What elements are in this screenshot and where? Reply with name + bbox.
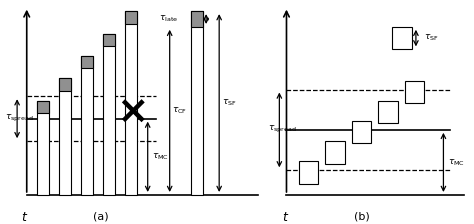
Text: $\tau_{\rm spread}$: $\tau_{\rm spread}$ bbox=[5, 113, 33, 124]
Bar bbox=[352, 121, 371, 143]
Bar bbox=[37, 101, 49, 113]
Text: $\mathbf{\times}$: $\mathbf{\times}$ bbox=[116, 93, 146, 131]
Bar bbox=[103, 34, 115, 195]
Bar bbox=[81, 56, 93, 195]
Text: t: t bbox=[21, 211, 27, 224]
Bar bbox=[299, 161, 318, 184]
Text: $\tau_{\rm SF}$: $\tau_{\rm SF}$ bbox=[222, 98, 237, 108]
Bar bbox=[37, 101, 49, 195]
Text: (a): (a) bbox=[93, 212, 109, 222]
Text: $\tau_{\rm SF}$: $\tau_{\rm SF}$ bbox=[424, 33, 439, 43]
Bar bbox=[392, 27, 412, 49]
Bar bbox=[59, 78, 72, 195]
Bar bbox=[405, 81, 424, 103]
Text: $\tau_{\rm CF}$: $\tau_{\rm CF}$ bbox=[173, 106, 188, 116]
Bar bbox=[378, 101, 398, 123]
Bar bbox=[325, 141, 345, 164]
Text: $\tau_{\rm spread}$: $\tau_{\rm spread}$ bbox=[268, 124, 297, 136]
Text: $\tau_{\rm MC}$: $\tau_{\rm MC}$ bbox=[447, 157, 465, 168]
Bar bbox=[125, 11, 137, 195]
Bar bbox=[191, 11, 203, 195]
Text: t: t bbox=[282, 211, 287, 224]
Bar bbox=[103, 34, 115, 46]
Bar bbox=[81, 56, 93, 68]
Text: (b): (b) bbox=[354, 212, 370, 222]
Bar bbox=[125, 11, 137, 24]
Text: $\tau_{\rm late}$: $\tau_{\rm late}$ bbox=[159, 14, 178, 24]
Bar bbox=[59, 78, 72, 91]
Bar bbox=[191, 11, 203, 27]
Text: $\tau_{\rm MC}$: $\tau_{\rm MC}$ bbox=[152, 152, 169, 162]
